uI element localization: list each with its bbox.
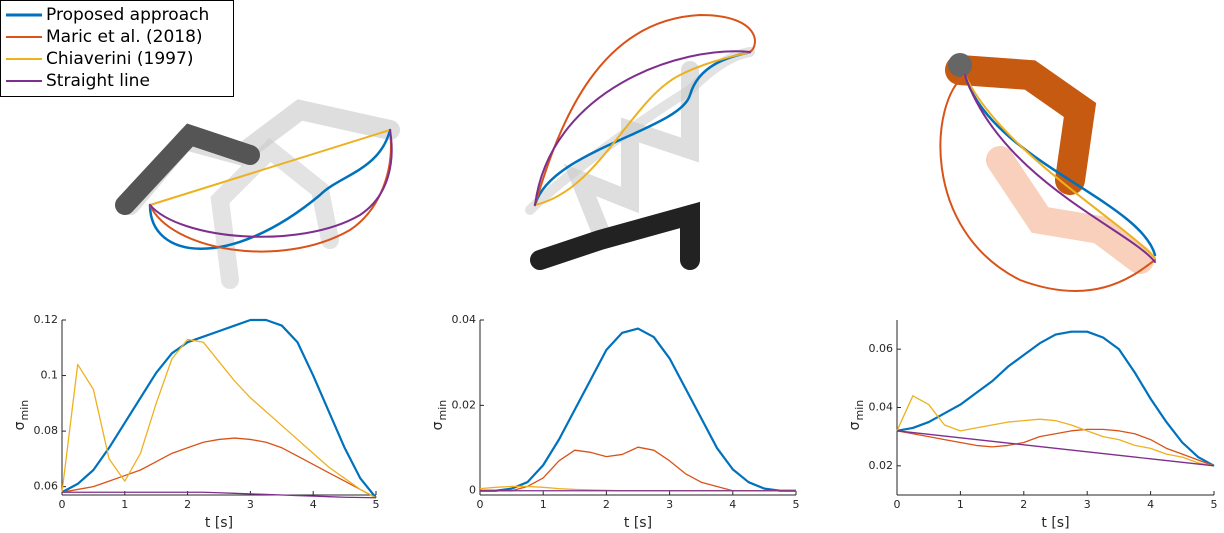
y-axis-label-subscript: min	[18, 400, 31, 421]
y-tick-label: 0.12	[34, 313, 59, 326]
series-line	[480, 447, 796, 491]
x-axis-label: t [s]	[624, 515, 652, 531]
x-tick-label: 5	[373, 498, 380, 511]
x-tick-label: 4	[1147, 498, 1154, 511]
robot-illustration-1	[125, 110, 392, 280]
y-tick-label: 0.06	[869, 342, 894, 355]
series-line	[62, 339, 376, 497]
legend-label: Straight line	[46, 71, 150, 91]
x-axis-label: t [s]	[1041, 515, 1069, 531]
x-tick-label: 2	[184, 498, 191, 511]
y-axis-label-symbol: σ	[12, 421, 28, 430]
x-tick-label: 0	[477, 498, 484, 511]
robot-illustration-2	[530, 15, 755, 260]
x-tick-label: 2	[1020, 498, 1027, 511]
x-tick-label: 0	[59, 498, 66, 511]
y-tick-label: 0.02	[452, 398, 477, 411]
x-tick-label: 5	[793, 498, 800, 511]
series-line	[897, 396, 1214, 466]
x-tick-label: 5	[1211, 498, 1218, 511]
y-tick-label: 0.1	[41, 369, 59, 382]
legend-label: Chiaverini (1997)	[46, 49, 193, 69]
x-tick-label: 4	[310, 498, 317, 511]
y-tick-label: 0.04	[452, 313, 477, 326]
y-axis-label-subscript: min	[436, 400, 449, 421]
x-tick-label: 3	[1084, 498, 1091, 511]
x-tick-label: 3	[247, 498, 254, 511]
y-tick-label: 0	[469, 484, 476, 497]
y-axis-label-subscript: min	[853, 400, 866, 421]
legend-label: Proposed approach	[46, 5, 209, 25]
y-axis-label-symbol: σ	[430, 421, 446, 430]
series-line	[897, 332, 1214, 466]
x-tick-label: 4	[729, 498, 736, 511]
figure: 0.060.080.10.12012345t [s]σmin00.020.040…	[0, 0, 1224, 533]
x-axis-label: t [s]	[205, 515, 233, 531]
y-tick-label: 0.08	[34, 424, 59, 437]
x-tick-label: 2	[603, 498, 610, 511]
series-line	[62, 320, 376, 498]
y-tick-label: 0.04	[869, 401, 894, 414]
series-line	[480, 329, 796, 491]
x-tick-label: 1	[957, 498, 964, 511]
x-tick-label: 3	[666, 498, 673, 511]
legend-label: Maric et al. (2018)	[46, 27, 203, 47]
y-tick-label: 0.02	[869, 459, 894, 472]
y-tick-label: 0.06	[34, 480, 59, 493]
robot-illustration-3	[940, 53, 1155, 291]
y-axis-label-symbol: σ	[847, 421, 863, 430]
x-tick-label: 0	[894, 498, 901, 511]
x-tick-label: 1	[540, 498, 547, 511]
x-tick-label: 1	[121, 498, 128, 511]
